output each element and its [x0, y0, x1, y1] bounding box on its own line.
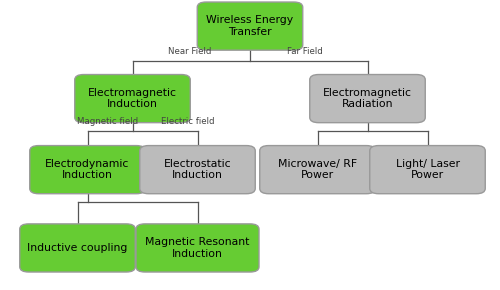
FancyBboxPatch shape [260, 146, 375, 194]
Text: Electric field: Electric field [161, 117, 214, 126]
Text: Inductive coupling: Inductive coupling [28, 243, 128, 253]
Text: Microwave/ RF
Power: Microwave/ RF Power [278, 159, 357, 180]
Text: Electromagnetic
Radiation: Electromagnetic Radiation [323, 88, 412, 109]
FancyBboxPatch shape [197, 2, 302, 50]
Text: Electrodynamic
Induction: Electrodynamic Induction [46, 159, 130, 180]
FancyBboxPatch shape [370, 146, 485, 194]
Text: Far Field: Far Field [287, 47, 323, 56]
FancyBboxPatch shape [20, 224, 135, 272]
Text: Near Field: Near Field [168, 47, 212, 56]
Text: Electromagnetic
Induction: Electromagnetic Induction [88, 88, 177, 109]
FancyBboxPatch shape [136, 224, 259, 272]
Text: Light/ Laser
Power: Light/ Laser Power [396, 159, 460, 180]
FancyBboxPatch shape [310, 75, 425, 123]
FancyBboxPatch shape [30, 146, 145, 194]
Text: Magnetic Resonant
Induction: Magnetic Resonant Induction [146, 237, 250, 259]
Text: Magnetic field: Magnetic field [77, 117, 138, 126]
Text: Electrostatic
Induction: Electrostatic Induction [164, 159, 232, 180]
FancyBboxPatch shape [140, 146, 255, 194]
FancyBboxPatch shape [75, 75, 190, 123]
Text: Wireless Energy
Transfer: Wireless Energy Transfer [206, 15, 294, 37]
